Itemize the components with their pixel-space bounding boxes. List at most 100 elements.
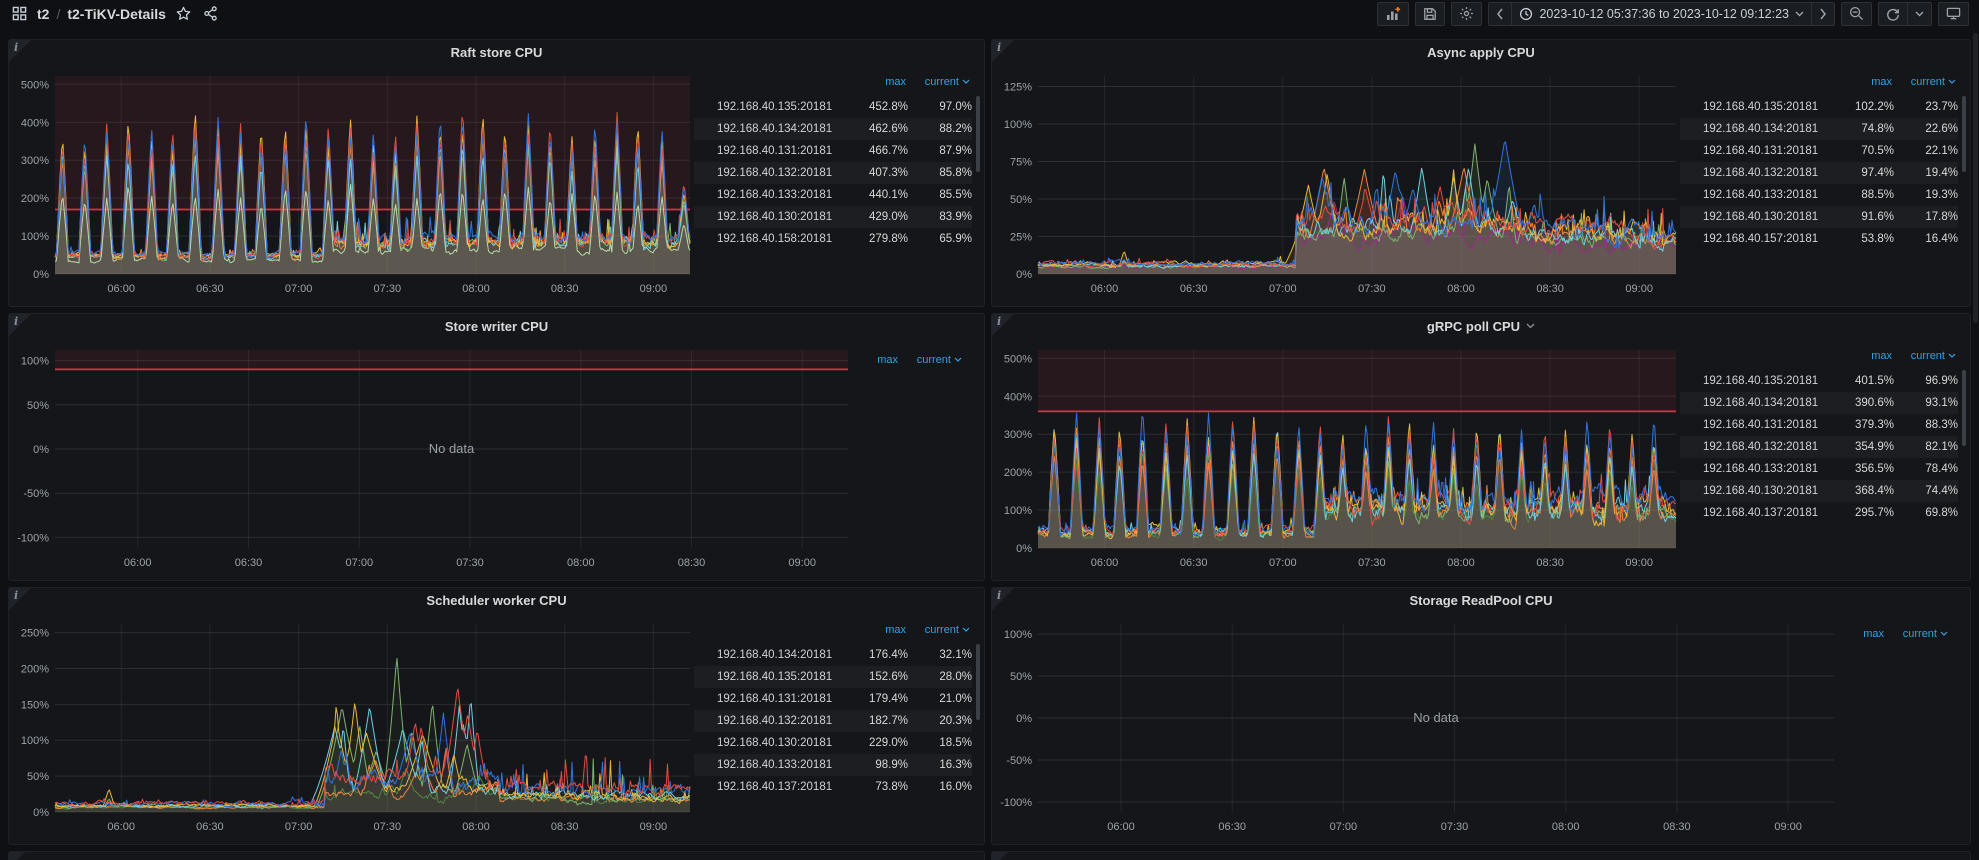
legend-series-label[interactable]: 192.168.40.135:20181 <box>1703 375 1834 387</box>
legend-series-label[interactable]: 192.168.40.135:20181 <box>1703 101 1834 113</box>
legend-scrollbar[interactable] <box>976 644 980 720</box>
legend-row-192-168-40-132-20181[interactable]: 192.168.40.132:20181354.9%82.1% <box>1680 436 1958 458</box>
legend-row-192-168-40-131-20181[interactable]: 192.168.40.131:20181466.7%87.9% <box>694 140 972 162</box>
save-dashboard-button[interactable] <box>1415 2 1445 26</box>
legend-series-label[interactable]: 192.168.40.133:20181 <box>717 759 848 771</box>
star-button[interactable] <box>174 4 193 23</box>
legend-row-192-168-40-134-20181[interactable]: 192.168.40.134:20181462.6%88.2% <box>694 118 972 140</box>
legend-series-label[interactable]: 192.168.40.134:20181 <box>1703 123 1834 135</box>
legend-sort-current[interactable]: current <box>1892 76 1956 88</box>
legend-row-192-168-40-130-20181[interactable]: 192.168.40.130:20181368.4%74.4% <box>1680 480 1958 502</box>
legend-row-192-168-40-130-20181[interactable]: 192.168.40.130:20181429.0%83.9% <box>694 206 972 228</box>
legend-row-192-168-40-135-20181[interactable]: 192.168.40.135:20181152.6%28.0% <box>694 666 972 688</box>
legend-sort-current[interactable]: current <box>906 76 970 88</box>
legend-scrollbar[interactable] <box>1962 370 1966 446</box>
legend-sort-max[interactable]: max <box>846 76 906 88</box>
legend-series-label[interactable]: 192.168.40.131:20181 <box>1703 419 1834 431</box>
legend-row-192-168-40-133-20181[interactable]: 192.168.40.133:2018198.9%16.3% <box>694 754 972 776</box>
legend-scrollbar[interactable] <box>976 96 980 172</box>
legend-row-192-168-40-135-20181[interactable]: 192.168.40.135:20181452.8%97.0% <box>694 96 972 118</box>
panel-title[interactable]: Store writer CPU <box>9 319 984 334</box>
legend-series-label[interactable]: 192.168.40.157:20181 <box>1703 233 1834 245</box>
panel-title[interactable]: gRPC poll CPU <box>992 319 1970 334</box>
legend-row-192-168-40-135-20181[interactable]: 192.168.40.135:20181401.5%96.9% <box>1680 370 1958 392</box>
legend-series-label[interactable]: 192.168.40.132:20181 <box>1703 441 1834 453</box>
legend-row-192-168-40-130-20181[interactable]: 192.168.40.130:20181229.0%18.5% <box>694 732 972 754</box>
legend-series-label[interactable]: 192.168.40.130:20181 <box>717 737 848 749</box>
panel-info-icon[interactable] <box>992 852 1008 860</box>
legend-row-192-168-40-158-20181[interactable]: 192.168.40.158:20181279.8%65.9% <box>694 228 972 250</box>
panel-info-icon[interactable] <box>9 852 25 860</box>
legend-series-label[interactable]: 192.168.40.130:20181 <box>1703 211 1834 223</box>
time-range-picker[interactable]: 2023-10-12 05:37:36 to 2023-10-12 09:12:… <box>1511 2 1811 26</box>
legend-sort-max[interactable]: max <box>1832 76 1892 88</box>
legend-row-192-168-40-134-20181[interactable]: 192.168.40.134:20181390.6%93.1% <box>1680 392 1958 414</box>
breadcrumb-page[interactable]: t2-TiKV-Details <box>67 6 166 22</box>
kiosk-mode-button[interactable] <box>1938 2 1969 26</box>
legend-series-label[interactable]: 192.168.40.130:20181 <box>717 211 848 223</box>
legend-row-192-168-40-131-20181[interactable]: 192.168.40.131:20181379.3%88.3% <box>1680 414 1958 436</box>
refresh-button[interactable] <box>1878 2 1907 26</box>
legend-row-192-168-40-133-20181[interactable]: 192.168.40.133:20181440.1%85.5% <box>694 184 972 206</box>
panel-title[interactable]: Raft store CPU <box>9 45 984 60</box>
legend-row-192-168-40-133-20181[interactable]: 192.168.40.133:2018188.5%19.3% <box>1680 184 1958 206</box>
panel-title[interactable]: Storage ReadPool CPU <box>992 593 1970 608</box>
dashboard-settings-button[interactable] <box>1451 2 1482 26</box>
legend-sort-current[interactable]: current <box>906 624 970 636</box>
zoom-out-time-button[interactable] <box>1841 2 1872 26</box>
legend-series-label[interactable]: 192.168.40.132:20181 <box>717 167 848 179</box>
add-panel-button[interactable] <box>1377 2 1409 26</box>
legend-row-192-168-40-131-20181[interactable]: 192.168.40.131:20181179.4%21.0% <box>694 688 972 710</box>
legend-sort-current[interactable]: current <box>898 354 962 366</box>
legend-series-label[interactable]: 192.168.40.134:20181 <box>1703 397 1834 409</box>
legend-row-192-168-40-135-20181[interactable]: 192.168.40.135:20181102.2%23.7% <box>1680 96 1958 118</box>
legend-series-label[interactable]: 192.168.40.132:20181 <box>1703 167 1834 179</box>
legend-sort-current[interactable]: current <box>1892 350 1956 362</box>
legend-series-label[interactable]: 192.168.40.133:20181 <box>717 189 848 201</box>
legend-sort-current[interactable]: current <box>1884 628 1948 640</box>
legend-sort-max[interactable]: max <box>1832 350 1892 362</box>
legend-series-label[interactable]: 192.168.40.137:20181 <box>1703 507 1834 519</box>
panel-menu-caret-icon[interactable] <box>1526 323 1535 329</box>
legend-row-192-168-40-132-20181[interactable]: 192.168.40.132:2018197.4%19.4% <box>1680 162 1958 184</box>
legend-series-label[interactable]: 192.168.40.134:20181 <box>717 123 848 135</box>
legend-row-192-168-40-130-20181[interactable]: 192.168.40.130:2018191.6%17.8% <box>1680 206 1958 228</box>
share-button[interactable] <box>201 4 220 23</box>
legend-scrollbar[interactable] <box>1962 96 1966 172</box>
legend-series-label[interactable]: 192.168.40.135:20181 <box>717 671 848 683</box>
legend-series-label[interactable]: 192.168.40.132:20181 <box>717 715 848 727</box>
legend-row-192-168-40-157-20181[interactable]: 192.168.40.157:2018153.8%16.4% <box>1680 228 1958 250</box>
legend-series-label[interactable]: 192.168.40.131:20181 <box>1703 145 1834 157</box>
legend-row-192-168-40-134-20181[interactable]: 192.168.40.134:20181176.4%32.1% <box>694 644 972 666</box>
legend-series-label[interactable]: 192.168.40.158:20181 <box>717 233 848 245</box>
panel-title[interactable]: Async apply CPU <box>992 45 1970 60</box>
legend-sort-max[interactable]: max <box>838 354 898 366</box>
legend-sort-max[interactable]: max <box>846 624 906 636</box>
time-shift-back-button[interactable] <box>1488 2 1511 26</box>
legend-row-192-168-40-133-20181[interactable]: 192.168.40.133:20181356.5%78.4% <box>1680 458 1958 480</box>
legend-row-192-168-40-137-20181[interactable]: 192.168.40.137:2018173.8%16.0% <box>694 776 972 798</box>
legend-series-label[interactable]: 192.168.40.133:20181 <box>1703 189 1834 201</box>
time-shift-forward-button[interactable] <box>1811 2 1835 26</box>
legend-series-label[interactable]: 192.168.40.133:20181 <box>1703 463 1834 475</box>
legend-series-label[interactable]: 192.168.40.135:20181 <box>717 101 848 113</box>
legend-row-192-168-40-132-20181[interactable]: 192.168.40.132:20181407.3%85.8% <box>694 162 972 184</box>
legend-series-label[interactable]: 192.168.40.137:20181 <box>717 781 848 793</box>
legend-sort-max[interactable]: max <box>1824 628 1884 640</box>
legend-row-192-168-40-137-20181[interactable]: 192.168.40.137:20181295.7%69.8% <box>1680 502 1958 524</box>
legend-series-label[interactable]: 192.168.40.130:20181 <box>1703 485 1834 497</box>
legend-row-192-168-40-131-20181[interactable]: 192.168.40.131:2018170.5%22.1% <box>1680 140 1958 162</box>
refresh-interval-button[interactable] <box>1907 2 1932 26</box>
legend-series-label[interactable]: 192.168.40.131:20181 <box>717 693 848 705</box>
apps-menu-button[interactable] <box>10 4 29 23</box>
breadcrumb-dashboard[interactable]: t2 <box>37 6 49 22</box>
legend-series-label[interactable]: 192.168.40.134:20181 <box>717 649 848 661</box>
chart-storage-readpool-cpu[interactable]: -100%-50%0%50%100%06:0006:3007:0007:3008… <box>992 588 1972 846</box>
legend-row-192-168-40-132-20181[interactable]: 192.168.40.132:20181182.7%20.3% <box>694 710 972 732</box>
legend-max-value: 401.5% <box>1834 375 1894 387</box>
legend-series-label[interactable]: 192.168.40.131:20181 <box>717 145 848 157</box>
page-scrollbar[interactable] <box>1973 33 1978 323</box>
legend-current-value: 23.7% <box>1894 101 1958 113</box>
panel-title[interactable]: Scheduler worker CPU <box>9 593 984 608</box>
legend-row-192-168-40-134-20181[interactable]: 192.168.40.134:2018174.8%22.6% <box>1680 118 1958 140</box>
